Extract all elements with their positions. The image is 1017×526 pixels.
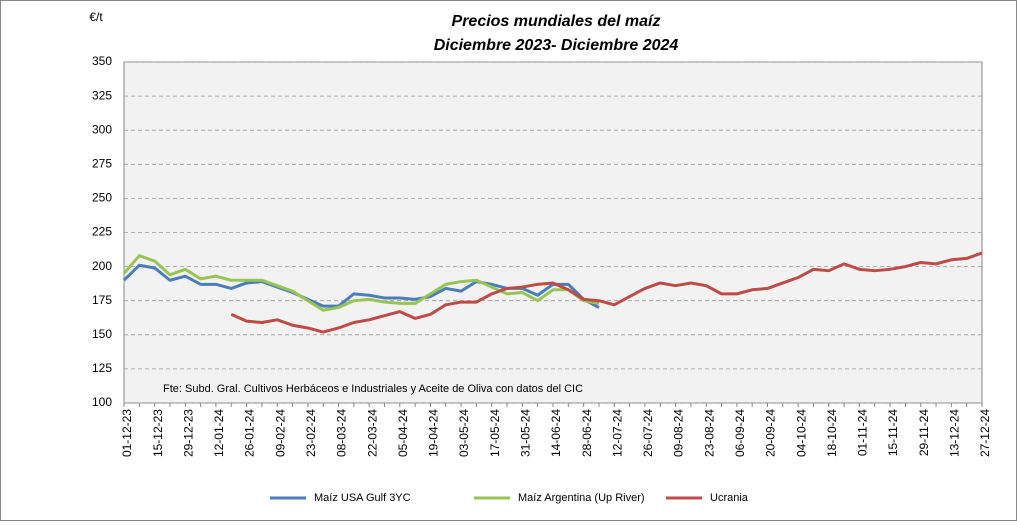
y-tick-label: 150 xyxy=(92,327,112,341)
series-line xyxy=(122,254,600,312)
x-tick-label: 12-01-24 xyxy=(212,409,226,457)
x-tick-label: 09-02-24 xyxy=(273,409,287,457)
x-tick-label: 05-04-24 xyxy=(396,409,410,457)
x-tick-label: 15-12-23 xyxy=(151,409,165,457)
x-tick-label: 22-03-24 xyxy=(365,409,379,457)
y-tick-label: 275 xyxy=(92,156,112,170)
legend-label: Maíz Argentina (Up River) xyxy=(518,492,645,504)
x-tick-label: 26-01-24 xyxy=(243,409,257,457)
y-tick-label: 225 xyxy=(92,225,112,239)
x-tick-label: 09-08-24 xyxy=(672,409,686,457)
x-tick-label: 01-12-23 xyxy=(120,409,134,457)
x-tick-label: 17-05-24 xyxy=(488,409,502,457)
y-tick-label: 125 xyxy=(92,361,112,375)
x-tick-label: 04-10-24 xyxy=(794,409,808,457)
y-axis-label: €/t xyxy=(89,10,103,24)
x-tick-label: 29-12-23 xyxy=(181,409,195,457)
x-tick-label: 19-04-24 xyxy=(427,409,441,457)
x-tick-label: 18-10-24 xyxy=(825,409,839,457)
x-tick-label: 29-11-24 xyxy=(917,409,931,456)
y-tick-label: 250 xyxy=(92,191,112,205)
source-note: Fte: Subd. Gral. Cultivos Herbáceos e In… xyxy=(163,383,583,395)
x-tick-label: 08-03-24 xyxy=(335,409,349,457)
x-tick-label: 13-12-24 xyxy=(948,409,962,457)
legend-label: Ucrania xyxy=(710,492,749,504)
x-tick-label: 28-06-24 xyxy=(580,409,594,457)
x-tick-label: 12-07-24 xyxy=(610,409,624,457)
x-tick-label: 23-08-24 xyxy=(702,409,716,457)
x-tick-label: 31-05-24 xyxy=(519,409,533,457)
x-tick-label: 27-12-24 xyxy=(978,409,992,457)
y-tick-label: 100 xyxy=(92,395,112,409)
x-tick-label: 26-07-24 xyxy=(641,409,655,457)
y-tick-label: 350 xyxy=(92,54,112,68)
y-tick-label: 300 xyxy=(92,122,112,136)
y-tick-label: 325 xyxy=(92,88,112,102)
x-tick-label: 03-05-24 xyxy=(457,409,471,457)
x-tick-label: 01-11-24 xyxy=(856,409,870,456)
x-tick-label: 15-11-24 xyxy=(886,409,900,456)
series-line xyxy=(230,251,983,334)
x-tick-label: 06-09-24 xyxy=(733,409,747,457)
y-tick-label: 200 xyxy=(92,259,112,273)
chart-subtitle: Diciembre 2023- Diciembre 2024 xyxy=(434,37,679,54)
legend-label: Maíz USA Gulf 3YC xyxy=(314,492,411,504)
chart-title: Precios mundiales del maíz xyxy=(452,13,661,30)
y-tick-label: 175 xyxy=(92,293,112,307)
x-tick-label: 14-06-24 xyxy=(549,409,563,457)
x-tick-label: 20-09-24 xyxy=(764,409,778,457)
x-tick-label: 23-02-24 xyxy=(304,409,318,457)
